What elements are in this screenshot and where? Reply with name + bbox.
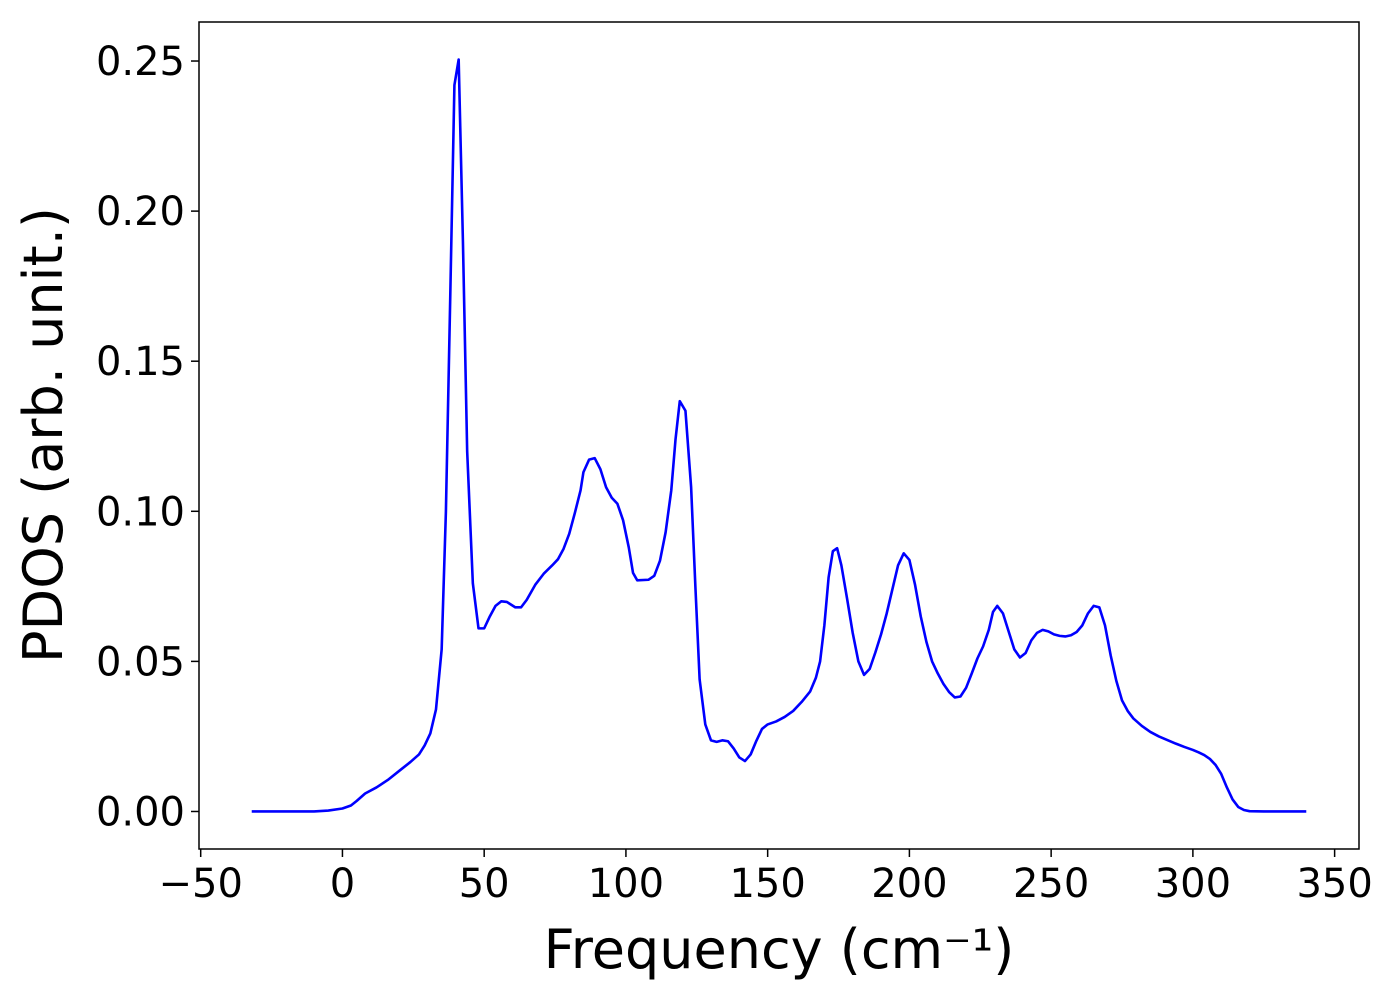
plot-frame xyxy=(198,21,1360,850)
data-line xyxy=(251,58,1307,813)
x-tick-label: 300 xyxy=(1155,861,1231,907)
y-tick-label: 0.10 xyxy=(96,489,185,535)
x-tick-label: 50 xyxy=(459,861,510,907)
x-axis-label: Frequency (cm⁻¹) xyxy=(544,918,1015,981)
x-tick-label: 350 xyxy=(1296,861,1372,907)
x-tick-label: −50 xyxy=(158,861,242,907)
y-tick-label: 0.25 xyxy=(96,39,185,85)
x-tick-label: 0 xyxy=(330,861,355,907)
y-tick-label: 0.15 xyxy=(96,339,185,385)
y-tick-label: 0.05 xyxy=(96,639,185,685)
y-tick-label: 0.20 xyxy=(96,189,185,235)
y-axis-label: PDOS (arb. unit.) xyxy=(12,207,75,663)
y-tick-label: 0.00 xyxy=(96,789,185,835)
x-tick-label: 100 xyxy=(588,861,664,907)
x-tick-label: 250 xyxy=(1013,861,1089,907)
x-tick-label: 200 xyxy=(871,861,947,907)
x-tick-label: 150 xyxy=(729,861,805,907)
